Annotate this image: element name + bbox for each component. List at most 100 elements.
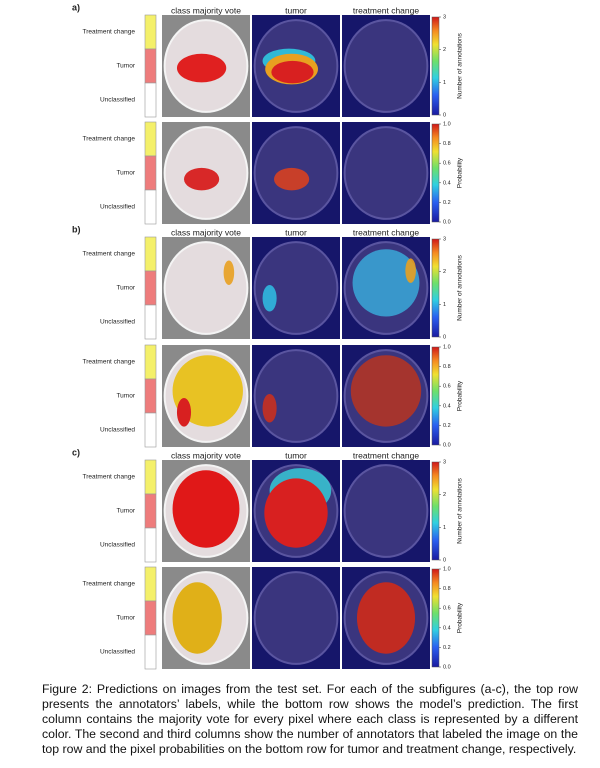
class-swatch <box>144 155 157 191</box>
colorbar-tick-label: 3 <box>443 236 446 242</box>
colorbar-tick-label: 0.0 <box>443 219 451 225</box>
region <box>176 53 227 83</box>
colorbar-tick-label: 0.4 <box>443 403 451 409</box>
colorbar-tick-label: 3 <box>443 459 446 465</box>
colorbar <box>431 16 440 116</box>
column-title: tumor <box>285 5 307 15</box>
class-label: Unclassified <box>100 204 135 211</box>
colorbar-label: Number of annotations <box>457 477 464 544</box>
colorbar-tick-label: 0.6 <box>443 161 451 167</box>
column-title: class majority vote <box>171 5 241 15</box>
class-label: Tumor <box>116 508 135 515</box>
region <box>274 167 310 191</box>
column-title: treatment change <box>353 450 419 460</box>
class-swatch <box>144 121 157 157</box>
colorbar <box>431 238 440 338</box>
subfigure-label: b) <box>72 224 81 234</box>
region <box>271 60 314 84</box>
column-title: treatment change <box>353 227 419 237</box>
panel-field <box>253 241 339 335</box>
colorbar <box>431 568 440 668</box>
class-swatch <box>144 566 157 602</box>
class-swatch <box>144 412 157 448</box>
class-swatch <box>144 236 157 272</box>
class-swatch <box>144 270 157 306</box>
panel-field <box>163 241 249 335</box>
colorbar-tick-label: 0 <box>443 334 446 340</box>
colorbar-tick-label: 0.4 <box>443 180 451 186</box>
class-label: Treatment change <box>82 29 135 36</box>
figure: a) Treatment change Tumor Unclassified class… <box>72 2 464 670</box>
class-swatch <box>144 82 157 118</box>
region <box>262 284 277 312</box>
colorbar-tick-label: 0.6 <box>443 606 451 612</box>
class-label: Unclassified <box>100 427 135 434</box>
colorbar-tick-label: 2 <box>443 269 446 275</box>
column-title: tumor <box>285 450 307 460</box>
colorbar-label: Number of annotations <box>457 254 464 321</box>
class-swatch <box>144 600 157 636</box>
panel-field <box>253 349 339 443</box>
colorbar <box>431 461 440 561</box>
class-label: Unclassified <box>100 319 135 326</box>
colorbar-tick-label: 0 <box>443 557 446 563</box>
colorbar-tick-label: 1.0 <box>443 344 451 350</box>
region <box>356 582 416 654</box>
panel-field <box>343 464 429 558</box>
column-title: class majority vote <box>171 227 241 237</box>
class-swatch <box>144 527 157 563</box>
panel-field <box>343 19 429 113</box>
colorbar-tick-label: 0.6 <box>443 384 451 390</box>
class-swatch <box>144 304 157 340</box>
colorbar-tick-label: 0.2 <box>443 645 451 651</box>
region <box>350 355 422 427</box>
class-swatch <box>144 634 157 670</box>
region <box>352 249 420 317</box>
colorbar-tick-label: 1.0 <box>443 566 451 572</box>
class-swatch <box>144 48 157 84</box>
colorbar-tick-label: 1.0 <box>443 121 451 127</box>
class-label: Unclassified <box>100 649 135 656</box>
column-title: class majority vote <box>171 450 241 460</box>
class-label: Treatment change <box>82 136 135 143</box>
subfigure-label: a) <box>72 2 80 12</box>
region <box>172 582 222 654</box>
region <box>405 258 416 283</box>
colorbar-tick-label: 0.0 <box>443 442 451 448</box>
region <box>176 398 192 427</box>
colorbar-tick-label: 1 <box>443 302 446 308</box>
colorbar-tick-label: 0.2 <box>443 200 451 206</box>
panel-field <box>253 571 339 665</box>
class-label: Tumor <box>116 615 135 622</box>
colorbar-label: Probability <box>457 380 464 411</box>
class-label: Tumor <box>116 63 135 70</box>
class-swatch <box>144 378 157 414</box>
region <box>223 260 235 285</box>
colorbar-tick-label: 2 <box>443 492 446 498</box>
region <box>172 470 240 548</box>
colorbar-tick-label: 0.4 <box>443 625 451 631</box>
class-swatch <box>144 493 157 529</box>
colorbar <box>431 346 440 446</box>
colorbar-label: Number of annotations <box>457 32 464 99</box>
colorbar <box>431 123 440 223</box>
class-swatch <box>144 344 157 380</box>
panel-field <box>343 126 429 220</box>
colorbar-label: Probability <box>457 602 464 633</box>
class-label: Unclassified <box>100 542 135 549</box>
colorbar-tick-label: 2 <box>443 47 446 53</box>
column-title: tumor <box>285 227 307 237</box>
colorbar-tick-label: 0.8 <box>443 141 451 147</box>
class-label: Treatment change <box>82 359 135 366</box>
class-label: Tumor <box>116 170 135 177</box>
subfigure-label: c) <box>72 447 80 457</box>
class-swatch <box>144 14 157 50</box>
colorbar-tick-label: 1 <box>443 80 446 86</box>
region <box>184 167 220 191</box>
class-label: Unclassified <box>100 97 135 104</box>
colorbar-tick-label: 0 <box>443 112 446 118</box>
class-label: Treatment change <box>82 251 135 258</box>
class-label: Treatment change <box>82 474 135 481</box>
colorbar-tick-label: 3 <box>443 14 446 20</box>
